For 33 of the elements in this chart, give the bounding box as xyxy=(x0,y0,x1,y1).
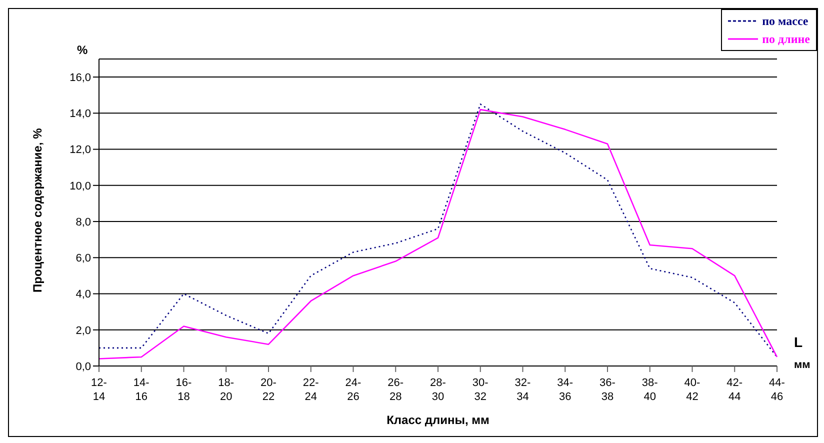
y-tick-label: 14,0 xyxy=(70,108,91,120)
x-axis-title: Класс длины, мм xyxy=(386,413,490,427)
legend-label: по длине xyxy=(762,31,810,48)
y-axis-title: Процентное содержание, % xyxy=(30,128,44,292)
x-tick-label: 26-28 xyxy=(388,377,404,403)
y-tick-label: 8,0 xyxy=(76,216,91,228)
y-tick-label: 4,0 xyxy=(76,288,91,301)
x-tick-label: 34-36 xyxy=(557,377,574,403)
x-tick-label: 38-40 xyxy=(642,377,658,403)
x-tick-label: 44-46 xyxy=(769,377,786,403)
y-tick-label: 12,0 xyxy=(70,144,91,156)
x-tick-label: 30-32 xyxy=(472,377,489,403)
x-tick-label: 42-44 xyxy=(726,377,743,403)
x-tick-label: 14-16 xyxy=(133,377,150,403)
y-unit: % xyxy=(77,43,88,57)
legend-label: по массе xyxy=(762,13,808,30)
x-tick-label: 12-14 xyxy=(91,377,108,403)
x-symbol: L xyxy=(794,334,803,350)
y-tick-label: 6,0 xyxy=(76,252,91,265)
x-unit: мм xyxy=(794,359,810,371)
y-tick-label: 0,0 xyxy=(76,360,91,373)
y-tick-label: 2,0 xyxy=(76,324,91,337)
y-tick-label: 10,0 xyxy=(70,180,91,192)
x-tick-label: 36-38 xyxy=(600,377,616,403)
x-tick-label: 24-26 xyxy=(345,377,362,403)
x-tick-label: 18-20 xyxy=(218,377,234,403)
x-tick-label: 22-24 xyxy=(302,377,320,403)
y-tick-label: 16,0 xyxy=(70,72,91,84)
x-tick-label: 20-22 xyxy=(260,377,277,403)
x-tick-label: 28-30 xyxy=(430,377,446,403)
x-tick-label: 16-18 xyxy=(176,377,192,403)
x-tick-label: 40-42 xyxy=(684,377,701,403)
x-tick-label: 32-34 xyxy=(514,377,532,403)
